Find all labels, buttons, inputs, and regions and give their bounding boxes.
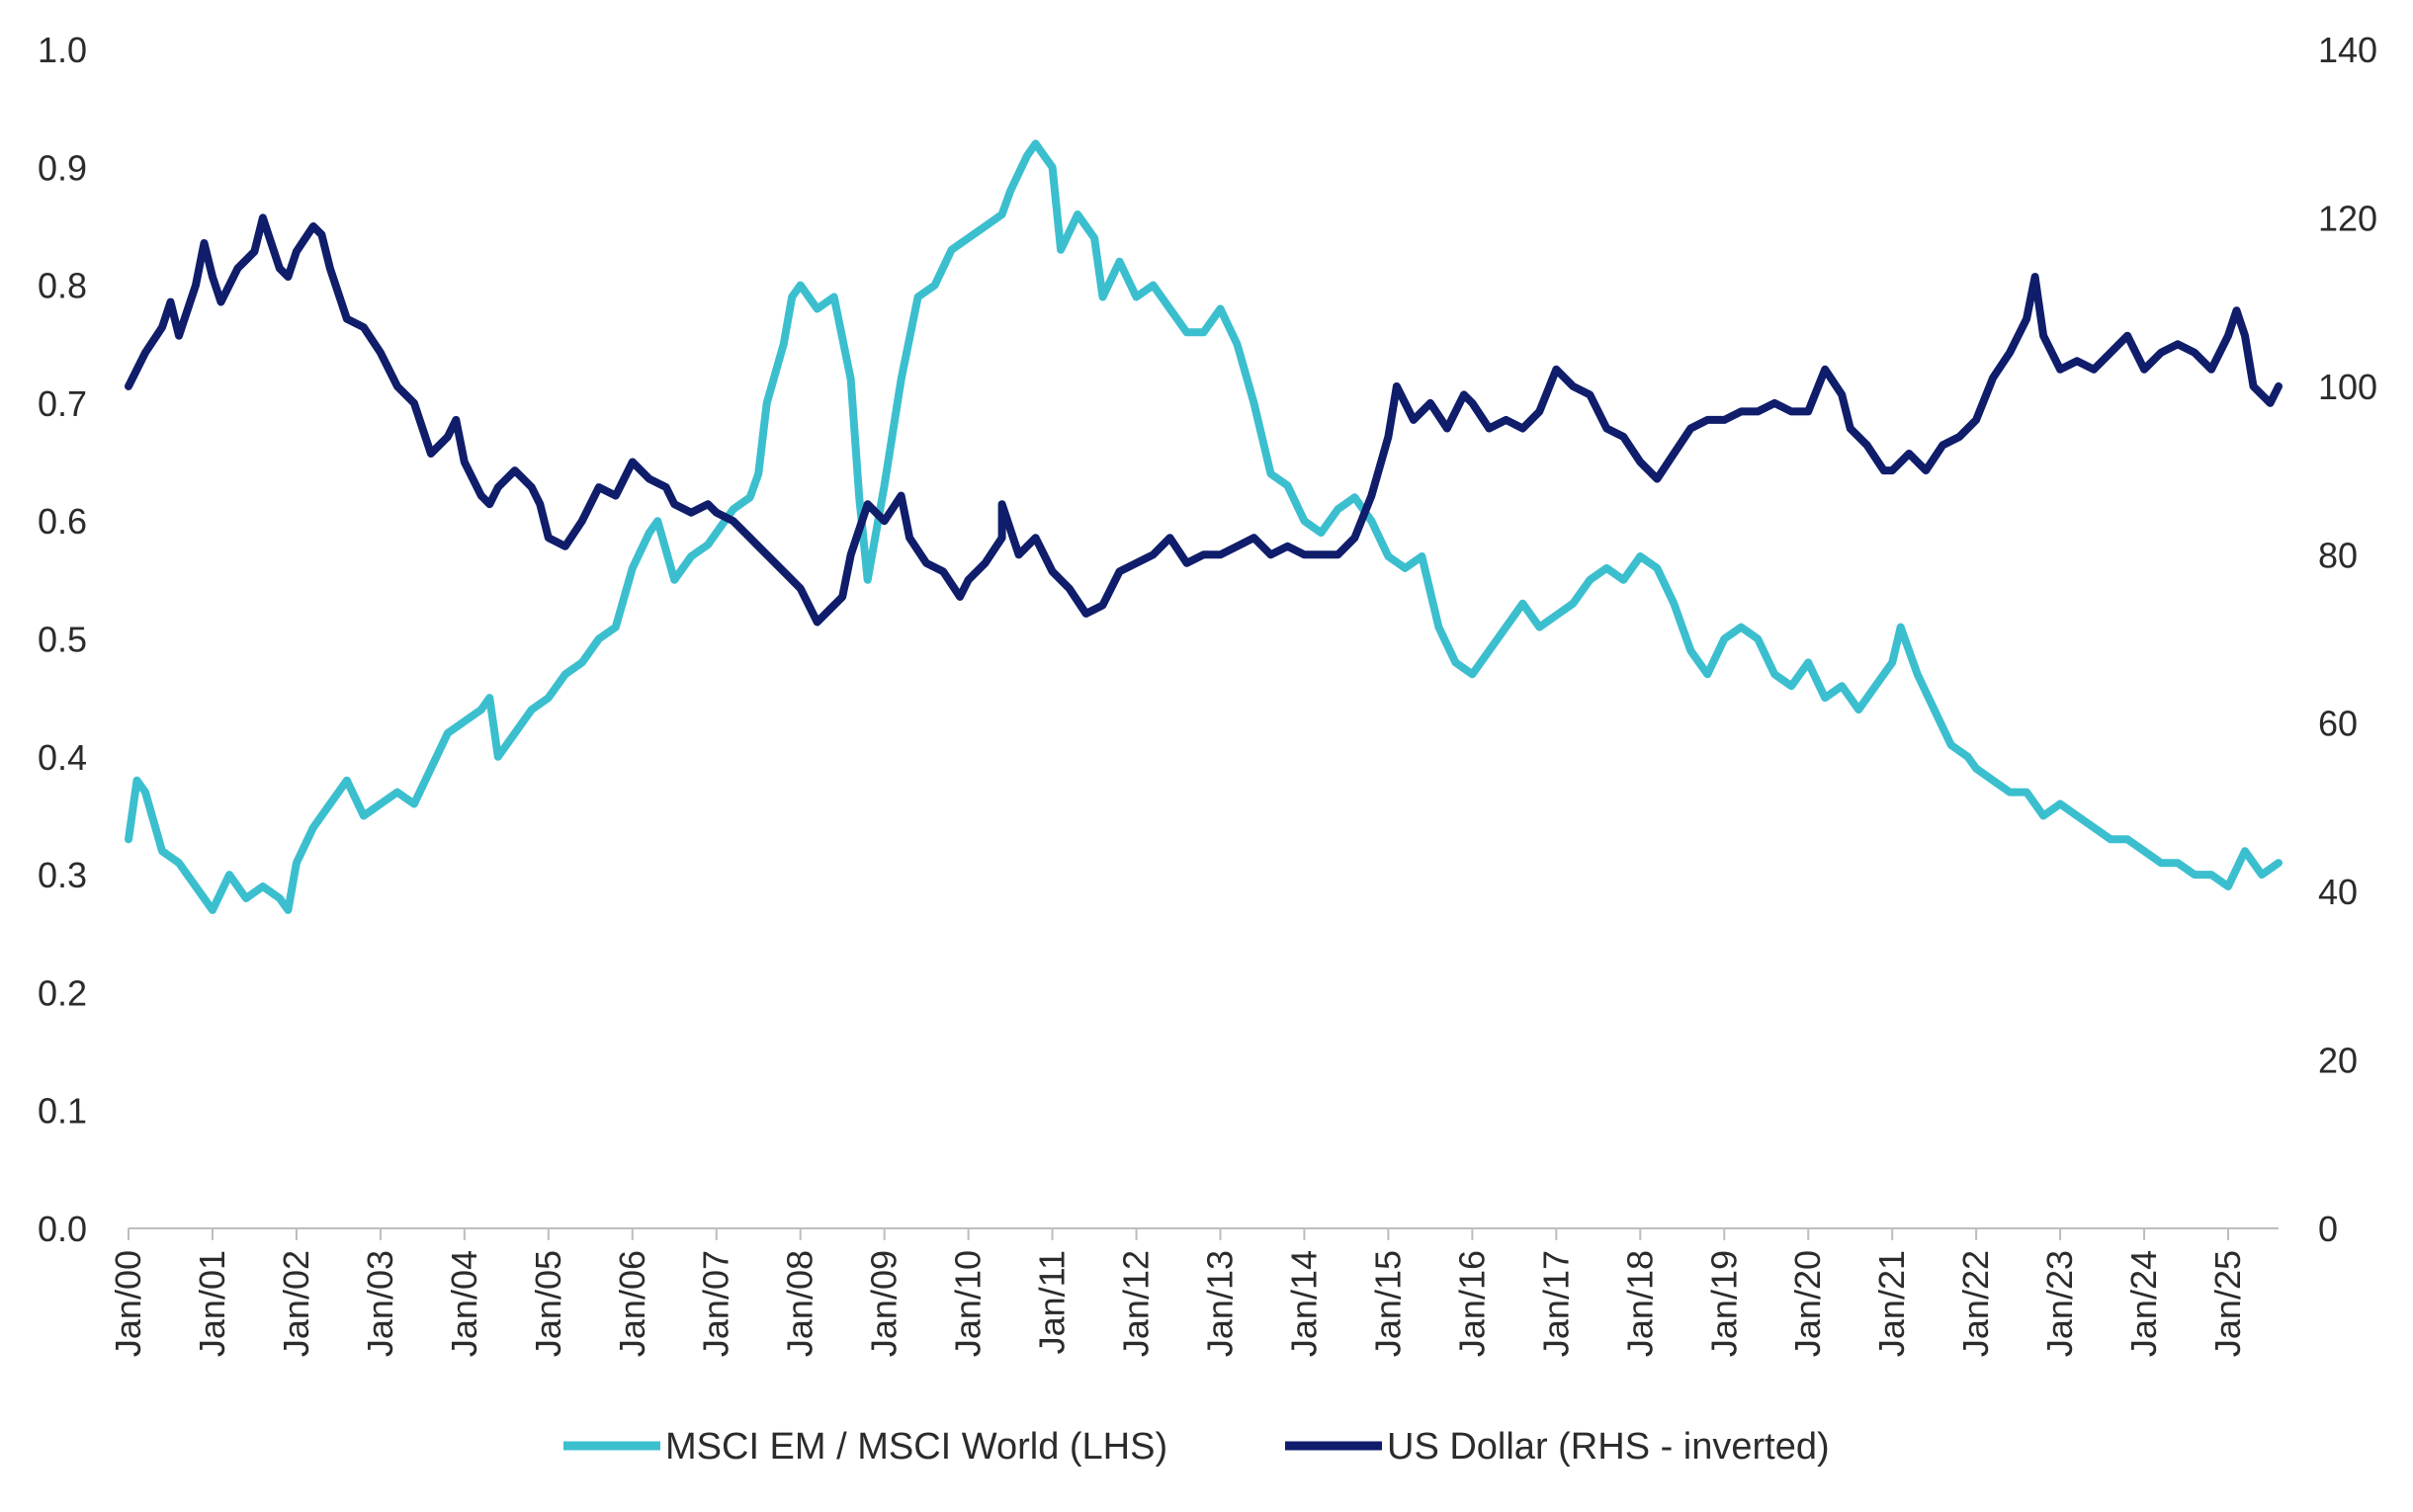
right-axis-ticks: 0 20 40 60 80 100 120 140: [2318, 30, 2377, 1249]
x-axis-tick-label: Jan/11: [1032, 1250, 1073, 1354]
left-axis-tick-label: 0.1: [38, 1091, 87, 1132]
x-axis-tick-label: Jan/16: [1451, 1250, 1492, 1357]
x-axis-tick-label: Jan/23: [2039, 1250, 2080, 1357]
x-axis-tick-label: Jan/07: [696, 1250, 736, 1357]
x-axis-tick-label: Jan/08: [780, 1250, 820, 1357]
right-axis-tick-label: 140: [2318, 30, 2377, 70]
x-axis-tick-label: Jan/20: [1787, 1250, 1828, 1357]
series-lines: [125, 139, 2283, 914]
left-axis-tick-label: 0.3: [38, 855, 87, 895]
right-axis-tick-label: 100: [2318, 367, 2377, 407]
left-axis-ticks: 0.0 0.1 0.2 0.3 0.4 0.5 0.6 0.7 0.8 0.9 1.0: [38, 30, 87, 1249]
x-axis-tick-label: Jan/13: [1199, 1250, 1240, 1357]
left-axis-tick-label: 0.6: [38, 501, 87, 542]
x-axis-tick-label: Jan/18: [1619, 1250, 1660, 1357]
left-axis-tick-label: 0.2: [38, 972, 87, 1013]
right-axis-tick-label: 60: [2318, 704, 2358, 744]
left-axis-tick-label: 0.5: [38, 620, 87, 660]
x-axis-tick-label: Jan/06: [612, 1250, 652, 1357]
x-axis-tick-label: Jan/25: [2207, 1250, 2248, 1357]
x-axis-tick-label: Jan/09: [864, 1250, 905, 1357]
x-axis-tick-label: Jan/12: [1116, 1250, 1157, 1357]
x-axis-tick-label: Jan/21: [1871, 1250, 1912, 1357]
left-axis-tick-label: 0.4: [38, 737, 87, 778]
left-axis-tick-label: 0.7: [38, 383, 87, 424]
x-axis-tick-label: Jan/10: [948, 1250, 989, 1357]
x-axis-tick-label: Jan/14: [1283, 1250, 1324, 1357]
right-axis-tick-label: 40: [2318, 872, 2358, 912]
right-axis-tick-label: 20: [2318, 1041, 2358, 1081]
right-axis-tick-label: 0: [2318, 1209, 2338, 1249]
right-axis-tick-label: 80: [2318, 535, 2358, 575]
x-axis-tick-label: Jan/04: [444, 1250, 484, 1357]
x-axis-tick-label: Jan/15: [1367, 1250, 1408, 1357]
legend: MSCI EM / MSCI World (LHS) US Dollar (RH…: [563, 1426, 1830, 1468]
left-axis-tick-label: 1.0: [38, 30, 87, 70]
x-axis-tick-label: Jan/19: [1703, 1250, 1744, 1357]
x-axis-tick-label: Jan/02: [276, 1250, 316, 1357]
x-axis-tick-label: Jan/01: [192, 1250, 232, 1357]
x-axis-ticks: Jan/00 Jan/01 Jan/02 Jan/03 Jan/04 Jan/05 Jan/…: [108, 1228, 2248, 1357]
left-axis-tick-label: 0.9: [38, 147, 87, 188]
x-axis-tick-label: Jan/00: [108, 1250, 148, 1357]
legend-label-em-world: MSCI EM / MSCI World (LHS): [665, 1426, 1167, 1468]
x-axis-tick-label: Jan/22: [1955, 1250, 1996, 1357]
x-axis-tick-label: Jan/24: [2123, 1250, 2164, 1357]
x-axis-tick-label: Jan/17: [1535, 1250, 1576, 1357]
x-axis-tick-label: Jan/05: [528, 1250, 568, 1357]
x-axis-tick-label: Jan/03: [360, 1250, 400, 1357]
series-line-em-world: [125, 139, 2283, 914]
left-axis-tick-label: 0.8: [38, 266, 87, 306]
legend-label-us-dollar: US Dollar (RHS - inverted): [1387, 1426, 1830, 1468]
series-line-us-dollar: [125, 213, 2283, 627]
right-axis-tick-label: 120: [2318, 198, 2377, 238]
left-axis-tick-label: 0.0: [38, 1209, 87, 1249]
